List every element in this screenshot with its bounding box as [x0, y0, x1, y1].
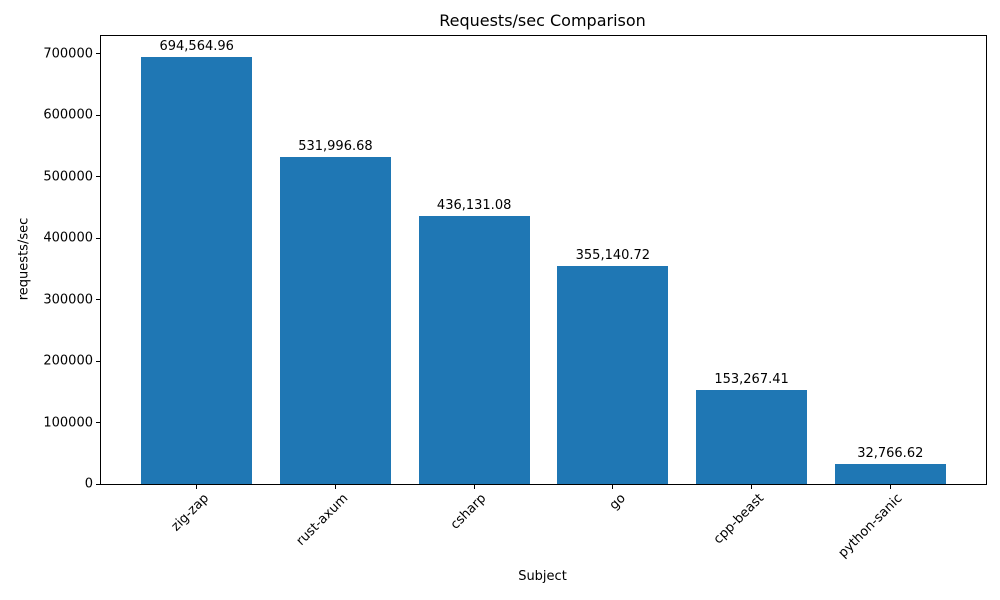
y-tick-mark — [96, 299, 100, 301]
bar-value-label: 694,564.96 — [159, 39, 234, 55]
x-tick-label: zig-zap — [168, 491, 213, 535]
y-tick-mark — [96, 237, 100, 239]
y-tick-label: 100000 — [43, 415, 93, 431]
y-tick-label: 700000 — [43, 46, 93, 62]
bar-value-label: 531,996.68 — [298, 139, 373, 155]
bar-value-label: 32,766.62 — [857, 445, 924, 461]
y-tick-mark — [96, 176, 100, 178]
y-tick-mark — [96, 360, 100, 362]
plot-area: 0 100000 200000 300000 400000 500000 600000 700… — [43, 35, 987, 561]
y-tick-label: 400000 — [43, 230, 93, 246]
x-tick-mark — [612, 485, 614, 489]
chart-title: Requests/sec Comparison — [439, 11, 646, 30]
y-tick-mark — [96, 422, 100, 424]
x-tick-label: csharp — [448, 491, 490, 533]
bar — [696, 389, 808, 484]
bar — [557, 265, 669, 484]
bar — [418, 216, 530, 484]
x-tick-label: cpp-beast — [711, 491, 768, 548]
x-tick-mark — [751, 485, 753, 489]
y-tick-label: 500000 — [43, 169, 93, 185]
x-tick-mark — [334, 485, 336, 489]
y-tick-label: 200000 — [43, 353, 93, 369]
y-tick-label: 0 — [84, 476, 93, 492]
bar-value-label: 436,131.08 — [436, 198, 512, 214]
y-axis-label: requests/sec — [16, 217, 32, 301]
x-tick-mark — [196, 485, 198, 489]
x-tick-mark — [473, 485, 475, 489]
bar-value-label: 355,140.72 — [575, 247, 651, 263]
y-tick-label: 300000 — [43, 292, 93, 308]
bar — [279, 157, 391, 484]
x-axis-label: Subject — [518, 569, 567, 584]
x-tick-label: rust-axum — [293, 491, 352, 549]
y-tick-mark — [96, 483, 100, 485]
x-tick-mark — [889, 485, 891, 489]
x-tick-label: go — [606, 491, 629, 514]
bar-value-label: 153,267.41 — [714, 371, 789, 387]
bar — [834, 463, 946, 484]
y-tick-label: 600000 — [43, 107, 93, 123]
bar — [141, 57, 253, 484]
y-tick-mark — [96, 114, 100, 116]
y-tick-mark — [96, 53, 100, 55]
x-tick-label: python-sanic — [835, 491, 906, 561]
